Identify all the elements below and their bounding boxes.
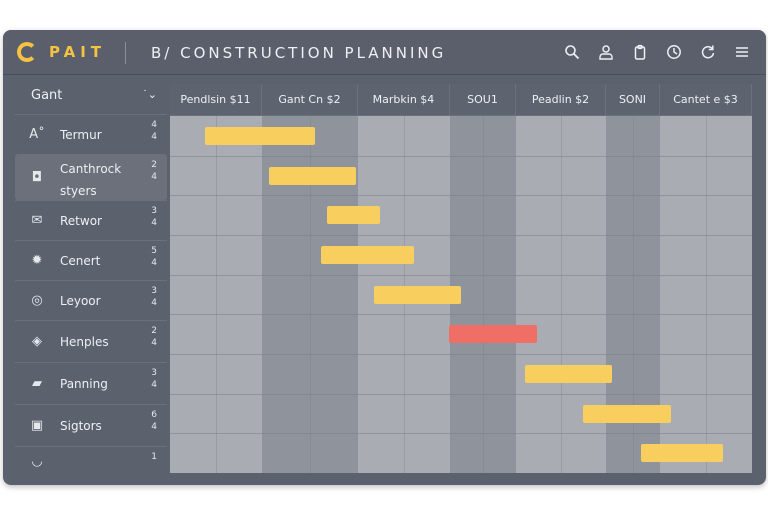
clipboard-icon[interactable]	[628, 40, 652, 64]
sidebar-item[interactable]: ◡ 1	[15, 446, 167, 476]
gantt-column-header[interactable]: Pendlsin $11	[170, 84, 262, 116]
sidebar-header[interactable]: Gant ˙⌄	[15, 82, 167, 110]
page-title: B/ CONSTRUCTION PLANNING	[151, 44, 447, 62]
gantt-row-line	[170, 195, 752, 196]
gantt-task-bar[interactable]	[525, 364, 613, 383]
gantt-chart: Pendlsin $11 Gant Cn $2 Marbkin $4 SOU1 Pead…	[170, 84, 752, 473]
sidebar-item-label: Canthrock styers	[60, 162, 122, 198]
gantt-column	[660, 116, 752, 473]
menu-icon[interactable]	[730, 40, 754, 64]
gantt-column-header[interactable]: Gant Cn $2	[262, 84, 358, 116]
user-icon[interactable]	[594, 40, 618, 64]
gantt-body	[170, 116, 752, 473]
gantt-row-line	[170, 235, 752, 236]
sidebar-item-label: Henples	[60, 335, 109, 349]
sidebar-item[interactable]: ✉ Retwor 3 4	[15, 200, 167, 240]
gantt-column-header[interactable]: Marbkin $4	[358, 84, 450, 116]
sidebar-header-label: Gant	[31, 88, 63, 103]
gantt-header: Pendlsin $11 Gant Cn $2 Marbkin $4 SOU1 Pead…	[170, 84, 752, 116]
sidebar-item[interactable]: ◘ Canthrock styers 2 4	[15, 154, 167, 200]
gantt-subgrid-line	[483, 116, 484, 473]
gantt-row-line	[170, 156, 752, 157]
sidebar-item-label: Termur	[60, 128, 102, 142]
sidebar-item-label: Retwor	[60, 214, 102, 228]
clock-icon[interactable]	[662, 40, 686, 64]
gantt-row-line	[170, 275, 752, 276]
sidebar-item[interactable]: ▣ Sigtors 6 4	[15, 404, 167, 446]
gantt-task-bar[interactable]	[449, 325, 537, 344]
sidebar-item-label: Leyoor	[60, 294, 101, 308]
logo-text: PAIT	[49, 43, 107, 61]
chevron-down-icon[interactable]: ˙⌄	[142, 88, 157, 101]
gear-icon: ✹	[31, 253, 43, 268]
more-icon: ◡	[31, 454, 43, 469]
gantt-column	[450, 116, 516, 473]
gantt-task-bar[interactable]	[204, 126, 316, 145]
gantt-subgrid-line	[310, 116, 311, 473]
gantt-subgrid-line	[561, 116, 562, 473]
gantt-subgrid-line	[633, 116, 634, 473]
gantt-column	[170, 116, 262, 473]
sidebar-item[interactable]: ◈ Henples 2 4	[15, 320, 167, 362]
gantt-subgrid-line	[216, 116, 217, 473]
sidebar-item[interactable]: A˚ Termur 4 4	[15, 114, 167, 154]
font-icon: A˚	[29, 127, 45, 142]
mail-icon: ✉	[31, 213, 43, 228]
gantt-task-bar[interactable]	[321, 245, 415, 264]
sidebar: Gant ˙⌄ A˚ Termur 4 4 ◘ Canthrock styers 2 4 ✉ Re…	[15, 82, 167, 485]
gantt-row-line	[170, 354, 752, 355]
sidebar-item[interactable]: ◎ Leyoor 3 4	[15, 280, 167, 320]
gantt-task-bar[interactable]	[268, 166, 357, 185]
gantt-task-bar[interactable]	[373, 285, 461, 304]
gantt-row-line	[170, 314, 752, 315]
sidebar-item-label: Panning	[60, 377, 108, 391]
box-icon: ◈	[32, 334, 42, 349]
sidebar-item-label: Cenert	[60, 254, 101, 268]
app-window: PAIT B/ CONSTRUCTION PLANNING	[3, 30, 766, 485]
sidebar-item-count: 1	[151, 452, 157, 462]
gantt-column-header[interactable]: Peadlin $2	[516, 84, 606, 116]
logo-icon	[17, 42, 37, 62]
gantt-row-line	[170, 394, 752, 395]
sidebar-item[interactable]: ▰ Panning 3 4	[15, 362, 167, 404]
gantt-column-header[interactable]: Cantet e $3	[660, 84, 752, 116]
gantt-subgrid-line	[706, 116, 707, 473]
gantt-row-line	[170, 433, 752, 434]
title-divider	[125, 42, 126, 64]
sidebar-item[interactable]: ✹ Cenert 5 4	[15, 240, 167, 280]
target-icon: ◎	[31, 293, 43, 308]
toolbar	[560, 40, 754, 66]
gantt-task-bar[interactable]	[641, 444, 723, 463]
gantt-task-bar[interactable]	[583, 404, 671, 423]
refresh-icon[interactable]	[696, 40, 720, 64]
folder-icon: ▰	[32, 376, 42, 391]
top-bar: PAIT B/ CONSTRUCTION PLANNING	[3, 30, 766, 75]
bag-icon: ▣	[30, 418, 44, 433]
tag-icon: ◘	[31, 170, 43, 185]
gantt-task-bar[interactable]	[327, 206, 380, 225]
gantt-column-header[interactable]: SONI	[606, 84, 660, 116]
search-icon[interactable]	[560, 40, 584, 64]
sidebar-item-label: Sigtors	[60, 419, 102, 433]
gantt-column-header[interactable]: SOU1	[450, 84, 516, 116]
